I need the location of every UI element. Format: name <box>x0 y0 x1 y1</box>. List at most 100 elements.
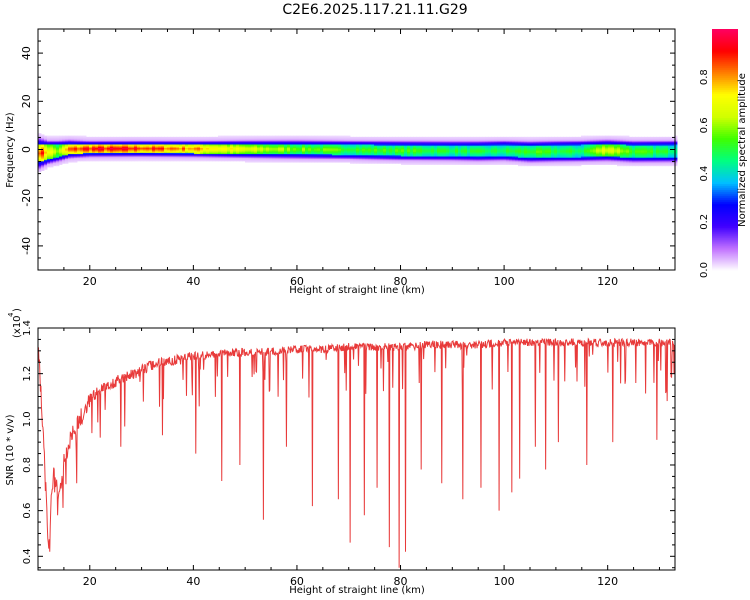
heatmap-cell <box>473 159 477 162</box>
heatmap-cell <box>161 158 165 161</box>
heatmap-cell <box>464 144 468 146</box>
heatmap-cell <box>491 136 495 139</box>
heatmap-cell <box>230 139 234 141</box>
heatmap-cell <box>632 150 636 152</box>
heatmap-cell <box>176 153 180 156</box>
heatmap-cell <box>53 148 57 151</box>
heatmap-cell <box>275 147 279 150</box>
heatmap-cell <box>449 144 453 146</box>
heatmap-cell <box>410 159 414 162</box>
heatmap-cell <box>617 156 621 158</box>
heatmap-cell <box>116 138 120 140</box>
heatmap-cell <box>515 142 519 145</box>
heatmap-cell <box>632 163 636 165</box>
heatmap-cell <box>551 153 555 156</box>
heatmap-cell <box>128 141 132 144</box>
heatmap-cell <box>323 153 327 156</box>
heatmap-cell <box>479 151 483 153</box>
heatmap-cell <box>512 136 516 139</box>
heatmap-cell <box>212 153 216 156</box>
heatmap-cell <box>98 141 102 144</box>
heatmap-cell <box>122 144 126 146</box>
colorbar-segment <box>712 213 738 217</box>
heatmap-cell <box>161 136 165 139</box>
heatmap-cell <box>635 142 639 145</box>
heatmap-cell <box>566 160 570 163</box>
heatmap-cell <box>392 160 396 163</box>
heatmap-cell <box>500 142 504 145</box>
heatmap-cell <box>299 144 303 146</box>
heatmap-cell <box>638 151 642 153</box>
heatmap-cell <box>539 152 543 155</box>
heatmap-cell <box>524 160 528 163</box>
heatmap-cell <box>221 156 225 158</box>
heatmap-cell <box>566 136 570 139</box>
heatmap-cell <box>272 157 276 159</box>
heatmap-cell <box>152 159 156 162</box>
heatmap-cell <box>545 145 549 147</box>
heatmap-cell <box>206 145 210 147</box>
heatmap-cell <box>389 150 393 152</box>
heatmap-cell <box>539 153 543 156</box>
heatmap-cell <box>98 140 102 143</box>
heatmap-cell <box>341 140 345 143</box>
heatmap-cell <box>479 157 483 159</box>
heatmap-cell <box>257 141 261 144</box>
heatmap-cell <box>119 142 123 145</box>
heatmap-cell <box>485 163 489 165</box>
heatmap-cell <box>617 152 621 155</box>
heatmap-cell <box>491 153 495 156</box>
heatmap-cell <box>578 157 582 159</box>
heatmap-cell <box>398 160 402 163</box>
heatmap-cell <box>80 153 84 156</box>
heatmap-cell <box>239 152 243 155</box>
heatmap-cell <box>521 163 525 165</box>
heatmap-cell <box>374 157 378 159</box>
heatmap-cell <box>182 159 186 162</box>
heatmap-cell <box>305 146 309 149</box>
heatmap-cell <box>203 136 207 139</box>
heatmap-cell <box>560 160 564 163</box>
heatmap-cell <box>140 153 144 156</box>
heatmap-cell <box>557 148 561 151</box>
heatmap-cell <box>272 153 276 156</box>
heatmap-cell <box>215 151 219 153</box>
heatmap-cell <box>110 152 114 155</box>
heatmap-cell <box>167 145 171 147</box>
heatmap-cell <box>56 153 60 156</box>
heatmap-cell <box>152 152 156 155</box>
heatmap-cell <box>521 145 525 147</box>
heatmap-cell <box>53 138 57 140</box>
heatmap-cell <box>482 157 486 159</box>
heatmap-cell <box>614 148 618 151</box>
heatmap-cell <box>89 146 93 149</box>
heatmap-cell <box>212 158 216 161</box>
colorbar-segment <box>712 91 738 94</box>
heatmap-cell <box>383 146 387 149</box>
heatmap-cell <box>179 138 183 140</box>
heatmap-cell <box>206 152 210 155</box>
heatmap-cell <box>512 144 516 146</box>
heatmap-cell <box>620 136 624 139</box>
heatmap-cell <box>644 150 648 152</box>
heatmap-cell <box>653 136 657 139</box>
heatmap-cell <box>401 140 405 143</box>
heatmap-cell <box>227 152 231 155</box>
colorbar-segment <box>712 155 738 159</box>
heatmap-cell <box>284 144 288 146</box>
heatmap-cell <box>146 144 150 146</box>
heatmap-cell <box>194 157 198 159</box>
heatmap-cell <box>476 148 480 151</box>
heatmap-cell <box>185 145 189 147</box>
heatmap-cell <box>674 154 678 157</box>
heatmap-cell <box>446 147 450 150</box>
heatmap-cell <box>161 154 165 157</box>
heatmap-cell <box>674 139 678 141</box>
heatmap-cell <box>533 154 537 157</box>
heatmap-cell <box>182 141 186 144</box>
colorbar-segment <box>712 121 738 124</box>
heatmap-cell <box>560 142 564 145</box>
heatmap-cell <box>506 160 510 163</box>
heatmap-cell <box>287 159 291 162</box>
heatmap-cell <box>587 148 591 151</box>
